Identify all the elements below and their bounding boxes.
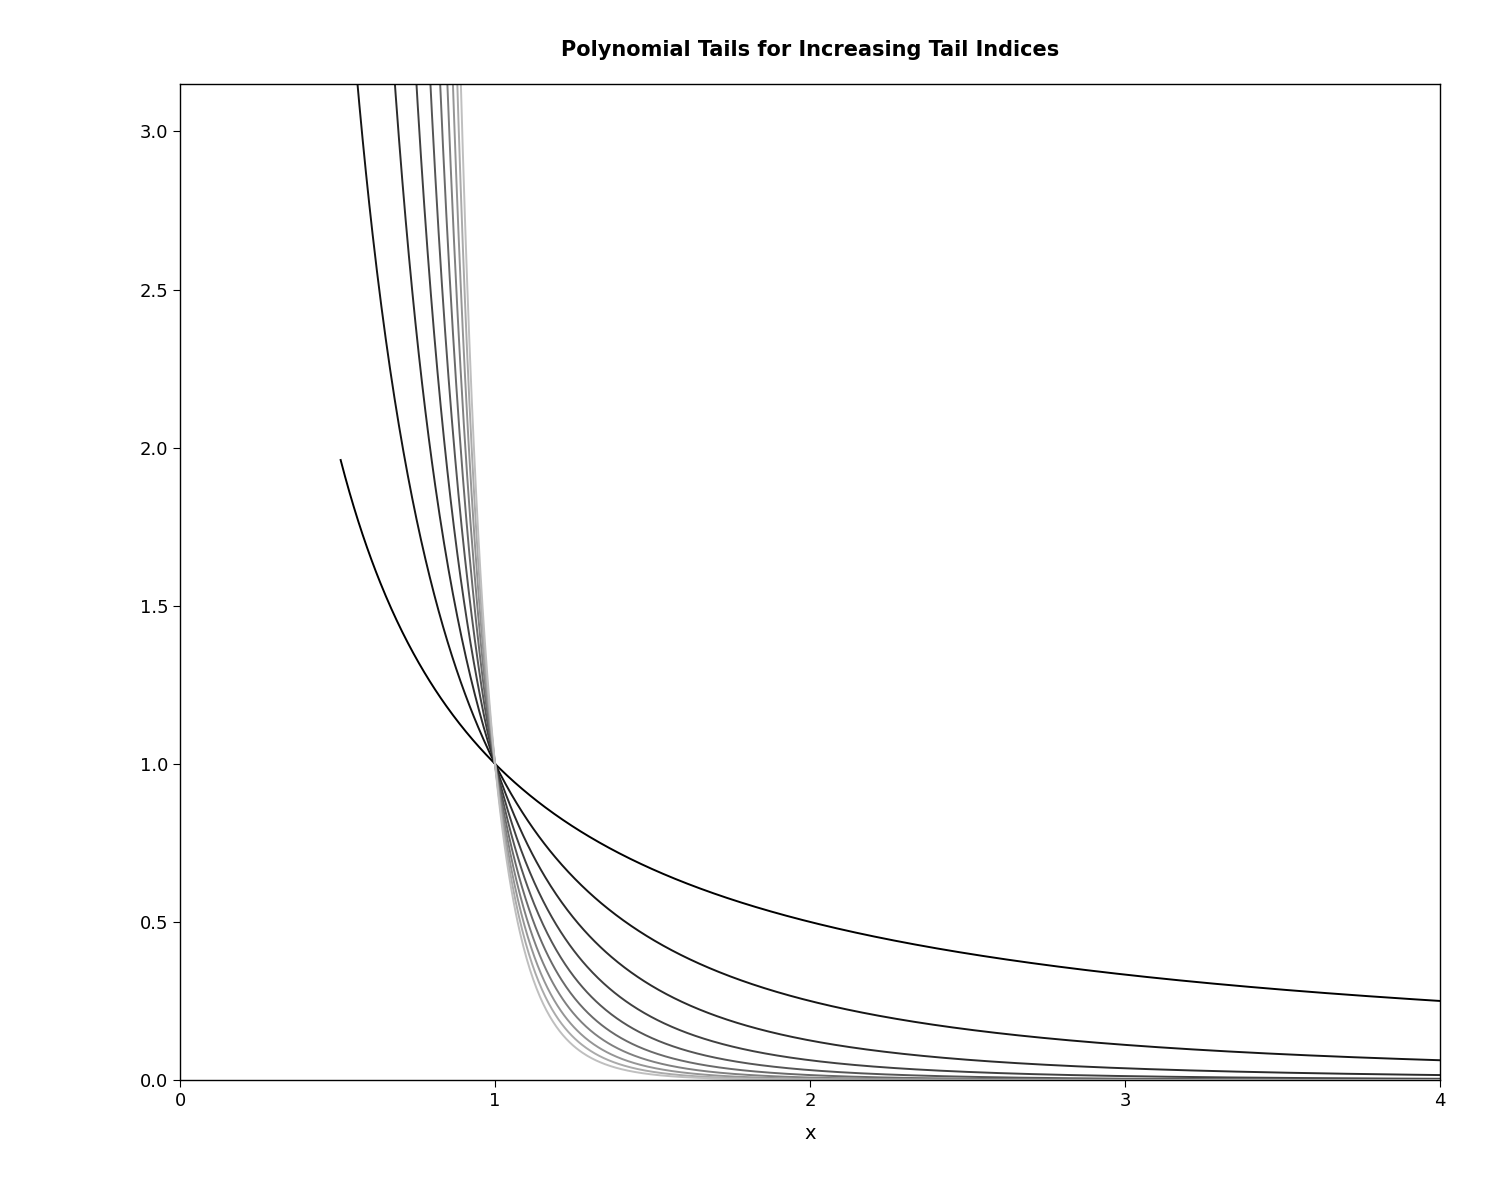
- Title: Polynomial Tails for Increasing Tail Indices: Polynomial Tails for Increasing Tail Ind…: [561, 41, 1059, 60]
- X-axis label: x: x: [804, 1123, 816, 1142]
